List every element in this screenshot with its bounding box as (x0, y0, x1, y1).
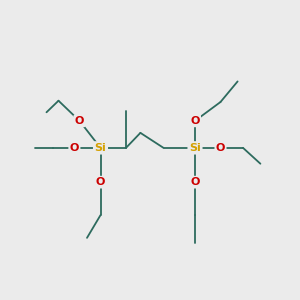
Text: O: O (75, 116, 84, 126)
Text: Si: Si (94, 143, 106, 153)
Text: O: O (190, 116, 200, 126)
Text: O: O (70, 143, 79, 153)
Text: O: O (96, 177, 105, 187)
Text: O: O (190, 177, 200, 187)
Text: O: O (216, 143, 225, 153)
Text: Si: Si (189, 143, 201, 153)
